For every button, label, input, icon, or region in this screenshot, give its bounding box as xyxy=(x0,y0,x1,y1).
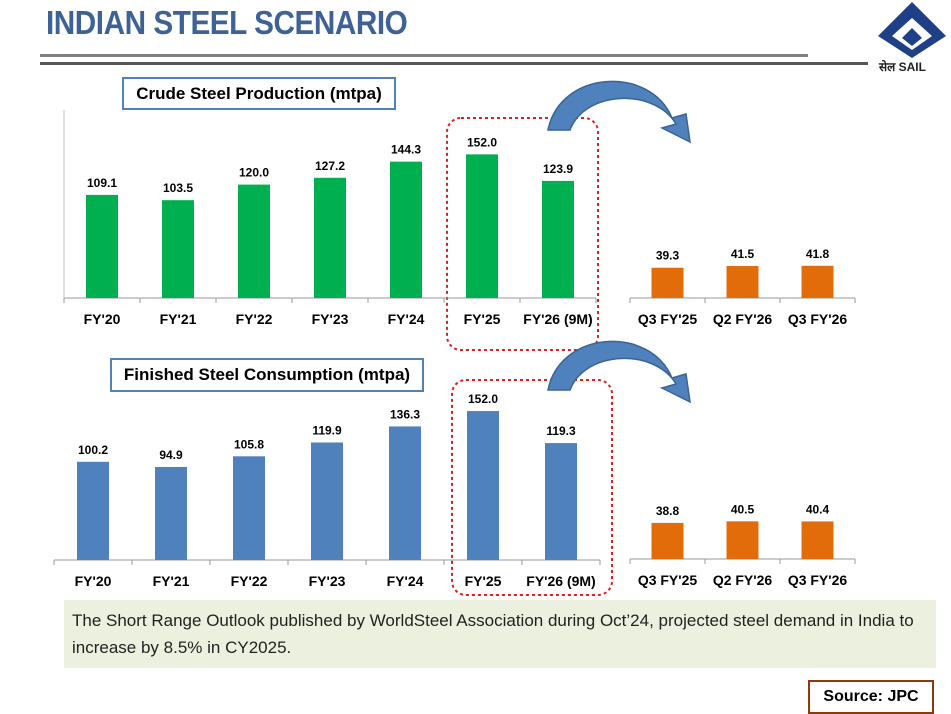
chart-title-crude: Crude Steel Production (mtpa) xyxy=(122,77,396,110)
category-label: FY'25 xyxy=(465,573,502,589)
category-label: Q2 FY'26 xyxy=(713,311,773,327)
data-label: 38.8 xyxy=(656,504,680,518)
category-label: Q2 FY'26 xyxy=(713,572,773,588)
category-label: Q3 FY'26 xyxy=(788,311,848,327)
category-label: FY'21 xyxy=(160,311,197,327)
chart-title-consumption: Finished Steel Consumption (mtpa) xyxy=(110,358,424,392)
divider xyxy=(40,54,808,57)
category-label: FY'23 xyxy=(312,311,349,327)
data-label: 94.9 xyxy=(159,448,183,462)
page-title: INDIAN STEEL SCENARIO xyxy=(46,4,408,41)
category-label: FY'24 xyxy=(387,573,424,589)
outlook-note: The Short Range Outlook published by Wor… xyxy=(64,600,936,668)
category-label: FY'24 xyxy=(388,311,425,327)
sail-logo-icon xyxy=(878,2,946,58)
data-label: 40.5 xyxy=(731,502,755,516)
bar xyxy=(162,200,194,298)
category-label: FY'20 xyxy=(84,311,121,327)
data-label: 119.3 xyxy=(546,424,576,438)
source-label: Source: JPC xyxy=(808,680,934,714)
divider xyxy=(40,62,868,65)
data-label: 109.1 xyxy=(87,176,117,190)
data-label: 41.5 xyxy=(731,247,755,261)
highlight-box xyxy=(446,117,599,351)
data-label: 41.8 xyxy=(806,247,830,261)
data-label: 127.2 xyxy=(315,159,345,173)
data-label: 123.9 xyxy=(543,162,573,176)
highlight-box xyxy=(451,379,613,596)
category-label: FY'22 xyxy=(231,573,268,589)
data-label: 119.9 xyxy=(312,423,342,437)
category-label: Q3 FY'25 xyxy=(638,572,698,588)
bar xyxy=(389,426,421,560)
bar xyxy=(233,456,265,560)
data-label: 39.3 xyxy=(656,249,680,263)
data-label: 120.0 xyxy=(239,166,269,180)
bar xyxy=(311,442,343,560)
bar xyxy=(801,521,834,559)
bar xyxy=(801,265,834,298)
bar xyxy=(155,466,187,560)
bar xyxy=(651,522,684,559)
data-label: 152.0 xyxy=(467,135,497,149)
category-label: FY'21 xyxy=(153,573,190,589)
curved-arrow-icon xyxy=(547,80,691,144)
bar xyxy=(542,180,574,298)
category-label: FY'23 xyxy=(309,573,346,589)
bar xyxy=(467,411,499,560)
bar xyxy=(726,521,759,559)
data-label: 144.3 xyxy=(391,143,421,157)
bar xyxy=(545,443,577,560)
data-label: 105.8 xyxy=(234,437,264,451)
bar xyxy=(77,461,109,560)
bar xyxy=(466,154,498,298)
category-label: FY'26 (9M) xyxy=(523,311,592,327)
category-label: Q3 FY'25 xyxy=(638,311,698,327)
data-label: 136.3 xyxy=(390,407,420,421)
logo-text: सेल SAIL xyxy=(879,60,926,74)
category-label: FY'20 xyxy=(75,573,112,589)
bar xyxy=(238,184,270,298)
data-label: 40.4 xyxy=(806,502,830,516)
category-label: Q3 FY'26 xyxy=(788,572,848,588)
data-label: 100.2 xyxy=(78,443,108,457)
curved-arrow-icon xyxy=(547,340,691,404)
bar xyxy=(314,177,346,298)
bar xyxy=(86,194,118,298)
bar xyxy=(726,266,759,298)
category-label: FY'26 (9M) xyxy=(526,573,595,589)
category-label: FY'22 xyxy=(236,311,273,327)
data-label: 152.0 xyxy=(468,392,498,406)
data-label: 103.5 xyxy=(163,181,193,195)
bar xyxy=(390,161,422,298)
category-label: FY'25 xyxy=(464,311,501,327)
bar xyxy=(651,267,684,298)
